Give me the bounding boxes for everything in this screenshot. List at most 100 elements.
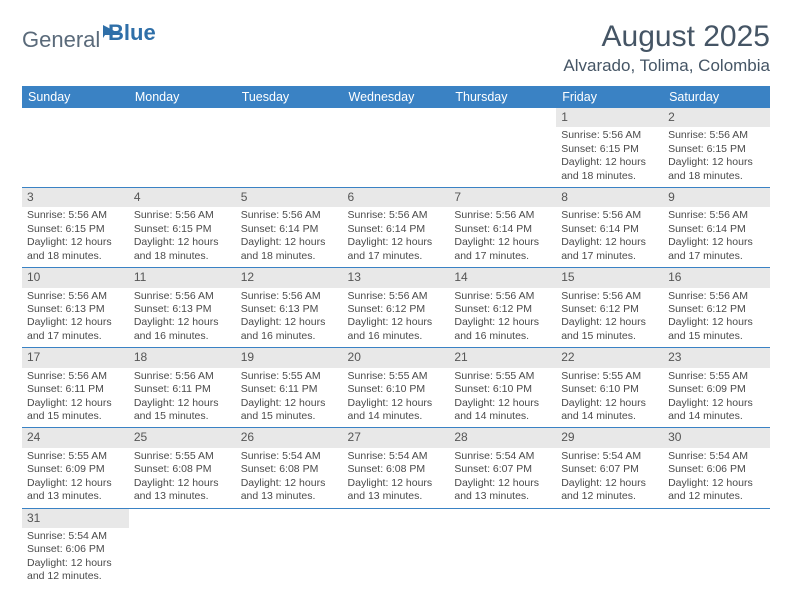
calendar-week-row: 24Sunrise: 5:55 AMSunset: 6:09 PMDayligh… <box>22 428 770 508</box>
day-number: 19 <box>236 348 343 367</box>
day-cell: 21Sunrise: 5:55 AMSunset: 6:10 PMDayligh… <box>449 348 556 428</box>
day-cell: 25Sunrise: 5:55 AMSunset: 6:08 PMDayligh… <box>129 428 236 508</box>
day-cell: 12Sunrise: 5:56 AMSunset: 6:13 PMDayligh… <box>236 268 343 348</box>
day-details: Sunrise: 5:54 AMSunset: 6:06 PMDaylight:… <box>22 528 129 588</box>
weekday-header: Thursday <box>449 86 556 108</box>
day-number: 28 <box>449 428 556 447</box>
day-cell: 20Sunrise: 5:55 AMSunset: 6:10 PMDayligh… <box>343 348 450 428</box>
day-number: 7 <box>449 188 556 207</box>
day-details: Sunrise: 5:55 AMSunset: 6:09 PMDaylight:… <box>663 368 770 428</box>
day-number: 11 <box>129 268 236 287</box>
day-number: 13 <box>343 268 450 287</box>
calendar-table: SundayMondayTuesdayWednesdayThursdayFrid… <box>22 86 770 588</box>
day-number: 12 <box>236 268 343 287</box>
day-number: 2 <box>663 108 770 127</box>
day-number: 1 <box>556 108 663 127</box>
day-number: 10 <box>22 268 129 287</box>
day-details: Sunrise: 5:55 AMSunset: 6:10 PMDaylight:… <box>449 368 556 428</box>
day-details: Sunrise: 5:56 AMSunset: 6:13 PMDaylight:… <box>129 288 236 348</box>
day-number: 14 <box>449 268 556 287</box>
day-cell: 16Sunrise: 5:56 AMSunset: 6:12 PMDayligh… <box>663 268 770 348</box>
logo-text-blue: Blue <box>108 20 156 46</box>
day-details: Sunrise: 5:56 AMSunset: 6:15 PMDaylight:… <box>556 127 663 187</box>
weekday-header: Wednesday <box>343 86 450 108</box>
day-number: 18 <box>129 348 236 367</box>
day-cell: 27Sunrise: 5:54 AMSunset: 6:08 PMDayligh… <box>343 428 450 508</box>
day-number: 6 <box>343 188 450 207</box>
month-title: August 2025 <box>563 20 770 54</box>
logo-line2: Blue <box>108 12 156 46</box>
empty-cell <box>129 108 236 188</box>
day-cell: 26Sunrise: 5:54 AMSunset: 6:08 PMDayligh… <box>236 428 343 508</box>
day-details: Sunrise: 5:56 AMSunset: 6:15 PMDaylight:… <box>663 127 770 187</box>
day-details: Sunrise: 5:54 AMSunset: 6:06 PMDaylight:… <box>663 448 770 508</box>
day-details: Sunrise: 5:54 AMSunset: 6:08 PMDaylight:… <box>343 448 450 508</box>
day-details: Sunrise: 5:56 AMSunset: 6:14 PMDaylight:… <box>236 207 343 267</box>
day-details: Sunrise: 5:55 AMSunset: 6:11 PMDaylight:… <box>236 368 343 428</box>
day-number: 27 <box>343 428 450 447</box>
title-block: August 2025 Alvarado, Tolima, Colombia <box>563 20 770 76</box>
day-cell: 1Sunrise: 5:56 AMSunset: 6:15 PMDaylight… <box>556 108 663 188</box>
weekday-header: Sunday <box>22 86 129 108</box>
day-details: Sunrise: 5:55 AMSunset: 6:10 PMDaylight:… <box>343 368 450 428</box>
day-cell: 7Sunrise: 5:56 AMSunset: 6:14 PMDaylight… <box>449 188 556 268</box>
empty-cell <box>449 108 556 188</box>
day-cell: 4Sunrise: 5:56 AMSunset: 6:15 PMDaylight… <box>129 188 236 268</box>
day-number: 22 <box>556 348 663 367</box>
day-details: Sunrise: 5:56 AMSunset: 6:12 PMDaylight:… <box>449 288 556 348</box>
day-cell: 5Sunrise: 5:56 AMSunset: 6:14 PMDaylight… <box>236 188 343 268</box>
day-cell: 24Sunrise: 5:55 AMSunset: 6:09 PMDayligh… <box>22 428 129 508</box>
day-cell: 30Sunrise: 5:54 AMSunset: 6:06 PMDayligh… <box>663 428 770 508</box>
day-details: Sunrise: 5:55 AMSunset: 6:08 PMDaylight:… <box>129 448 236 508</box>
day-details: Sunrise: 5:56 AMSunset: 6:13 PMDaylight:… <box>22 288 129 348</box>
day-cell: 11Sunrise: 5:56 AMSunset: 6:13 PMDayligh… <box>129 268 236 348</box>
day-number: 17 <box>22 348 129 367</box>
day-number: 3 <box>22 188 129 207</box>
empty-cell <box>236 508 343 588</box>
empty-cell <box>449 508 556 588</box>
day-details: Sunrise: 5:54 AMSunset: 6:08 PMDaylight:… <box>236 448 343 508</box>
day-number: 24 <box>22 428 129 447</box>
day-cell: 3Sunrise: 5:56 AMSunset: 6:15 PMDaylight… <box>22 188 129 268</box>
day-number: 9 <box>663 188 770 207</box>
calendar-week-row: 1Sunrise: 5:56 AMSunset: 6:15 PMDaylight… <box>22 108 770 188</box>
day-number: 8 <box>556 188 663 207</box>
calendar-week-row: 17Sunrise: 5:56 AMSunset: 6:11 PMDayligh… <box>22 348 770 428</box>
day-number: 15 <box>556 268 663 287</box>
empty-cell <box>663 508 770 588</box>
day-cell: 31Sunrise: 5:54 AMSunset: 6:06 PMDayligh… <box>22 508 129 588</box>
calendar-body: 1Sunrise: 5:56 AMSunset: 6:15 PMDaylight… <box>22 108 770 588</box>
day-details: Sunrise: 5:54 AMSunset: 6:07 PMDaylight:… <box>449 448 556 508</box>
day-number: 5 <box>236 188 343 207</box>
day-details: Sunrise: 5:54 AMSunset: 6:07 PMDaylight:… <box>556 448 663 508</box>
weekday-header-row: SundayMondayTuesdayWednesdayThursdayFrid… <box>22 86 770 108</box>
day-cell: 6Sunrise: 5:56 AMSunset: 6:14 PMDaylight… <box>343 188 450 268</box>
day-number: 31 <box>22 509 129 528</box>
calendar-week-row: 10Sunrise: 5:56 AMSunset: 6:13 PMDayligh… <box>22 268 770 348</box>
weekday-header: Monday <box>129 86 236 108</box>
calendar-week-row: 3Sunrise: 5:56 AMSunset: 6:15 PMDaylight… <box>22 188 770 268</box>
day-details: Sunrise: 5:56 AMSunset: 6:11 PMDaylight:… <box>22 368 129 428</box>
day-cell: 29Sunrise: 5:54 AMSunset: 6:07 PMDayligh… <box>556 428 663 508</box>
day-number: 23 <box>663 348 770 367</box>
day-cell: 13Sunrise: 5:56 AMSunset: 6:12 PMDayligh… <box>343 268 450 348</box>
empty-cell <box>343 108 450 188</box>
weekday-header: Saturday <box>663 86 770 108</box>
weekday-header: Friday <box>556 86 663 108</box>
day-number: 4 <box>129 188 236 207</box>
day-number: 16 <box>663 268 770 287</box>
day-details: Sunrise: 5:56 AMSunset: 6:14 PMDaylight:… <box>663 207 770 267</box>
empty-cell <box>556 508 663 588</box>
location: Alvarado, Tolima, Colombia <box>563 56 770 76</box>
empty-cell <box>236 108 343 188</box>
empty-cell <box>343 508 450 588</box>
day-cell: 19Sunrise: 5:55 AMSunset: 6:11 PMDayligh… <box>236 348 343 428</box>
weekday-header: Tuesday <box>236 86 343 108</box>
day-cell: 28Sunrise: 5:54 AMSunset: 6:07 PMDayligh… <box>449 428 556 508</box>
day-details: Sunrise: 5:56 AMSunset: 6:12 PMDaylight:… <box>343 288 450 348</box>
day-number: 25 <box>129 428 236 447</box>
day-details: Sunrise: 5:56 AMSunset: 6:15 PMDaylight:… <box>129 207 236 267</box>
calendar-week-row: 31Sunrise: 5:54 AMSunset: 6:06 PMDayligh… <box>22 508 770 588</box>
day-cell: 2Sunrise: 5:56 AMSunset: 6:15 PMDaylight… <box>663 108 770 188</box>
day-cell: 10Sunrise: 5:56 AMSunset: 6:13 PMDayligh… <box>22 268 129 348</box>
